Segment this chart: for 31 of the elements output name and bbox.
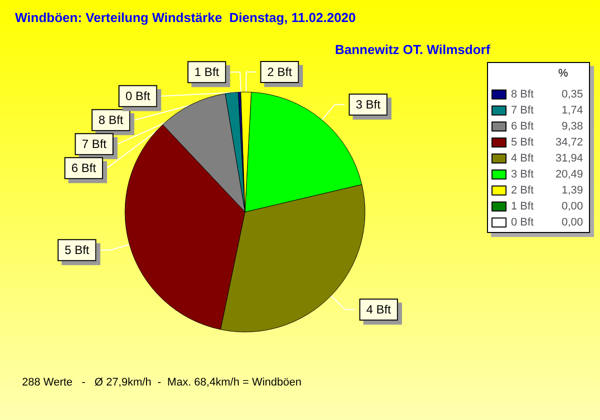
text: 0,00 — [562, 216, 583, 228]
text: 288 Werte - Ø 27,9km/h - Max. 68,4km/h = Windböen — [22, 376, 302, 388]
slice-label: 2 Bft — [267, 65, 293, 80]
legend-label: 2 Bft — [511, 184, 534, 196]
category-label: 1 Bft — [194, 65, 220, 80]
data-label: 1,74 — [562, 104, 583, 116]
chart-subtitle: Bannewitz OT. Wilmsdorf — [335, 42, 491, 57]
data-label: 1,39 — [562, 184, 583, 196]
slice-label: 8 Bft — [98, 113, 124, 128]
slice-label: 6 Bft — [71, 161, 97, 176]
slice-label: 3 Bft — [356, 98, 382, 112]
data-label: 9,38 — [562, 120, 583, 132]
legend-label: 8 Bft — [511, 88, 534, 100]
slice-label: 4 Bft — [366, 302, 392, 317]
legend-label: 5 Bft — [511, 136, 534, 148]
legend-title: % — [558, 68, 568, 80]
data-label: 0,35 — [562, 88, 583, 100]
legend-label: 1 Bft — [511, 200, 534, 212]
text: 0,00 — [562, 200, 583, 212]
category-label: 0 Bft — [125, 89, 150, 104]
slice-label: 5 Bft — [64, 243, 90, 258]
legend-label: 4 Bft — [511, 152, 534, 164]
data-label: 31,94 — [555, 152, 583, 164]
chart-title: Windböen: Verteilung Windstärke Dienstag, 11.02.2020 — [15, 10, 356, 25]
legend-label: 7 Bft — [511, 104, 534, 116]
legend-label: 0 Bft — [511, 216, 534, 228]
legend-label: 3 Bft — [511, 168, 534, 180]
slice-label: 7 Bft — [82, 137, 108, 152]
legend-label: 6 Bft — [511, 120, 534, 132]
data-label: 20,49 — [555, 168, 583, 180]
data-label: 34,72 — [555, 136, 583, 148]
